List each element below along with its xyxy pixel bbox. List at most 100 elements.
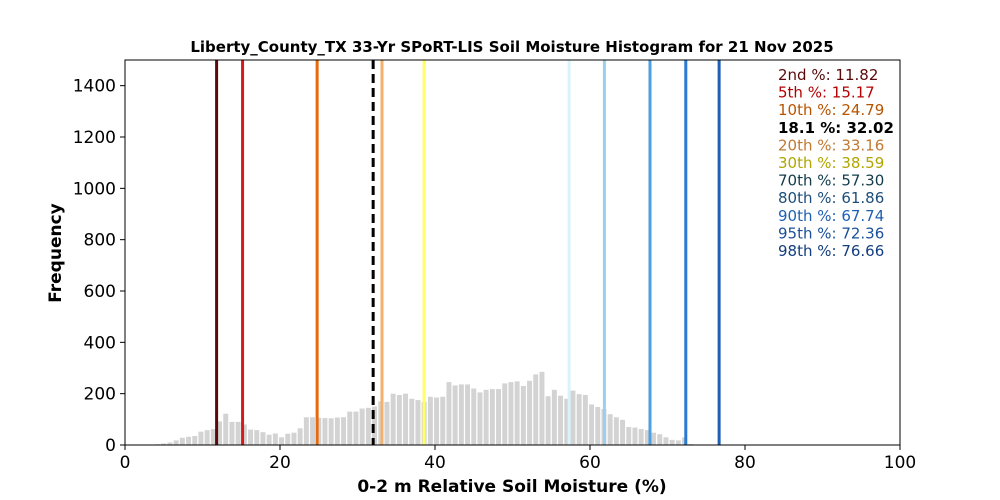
plot-frame [124,59,901,446]
x-tick-label: 100 [884,453,916,473]
histogram-bar [675,440,681,445]
histogram-bar [638,429,644,445]
histogram-bar [539,371,545,445]
histogram-bar [167,442,173,445]
histogram-bar [626,427,632,445]
percentile-lines-layer [215,60,721,445]
x-tick-label: 40 [424,453,446,473]
histogram-bar [657,434,663,445]
legend-entry: 95th %: 72.36 [778,224,884,242]
histogram-bar [365,407,371,445]
x-axis-label: 0-2 m Relative Soil Moisture (%) [357,477,666,497]
histogram-bar [254,430,260,445]
histogram-bar [496,389,502,445]
chart-title: Liberty_County_TX 33-Yr SPoRT-LIS Soil M… [190,38,833,56]
histogram-bar [415,400,421,445]
y-tick-label: 0 [105,436,116,456]
histogram-bar [483,389,489,445]
histogram-bar [272,433,278,445]
histogram-bar [589,404,595,445]
histogram-bar [322,418,328,445]
legend-entry: 90th %: 67.74 [778,207,884,225]
histogram-bar [310,417,316,445]
y-axis-label: Frequency [46,203,66,303]
histogram-bar [384,401,390,445]
histogram-bar [663,437,669,445]
legend-entry: 30th %: 38.59 [778,154,884,172]
histogram-bar [223,413,229,445]
histogram-bar [303,417,309,445]
histogram-bar [353,411,359,445]
histogram-bar [465,384,471,445]
y-tick-label: 600 [84,282,116,302]
histogram-bar [279,437,285,445]
x-tick-label: 80 [734,453,756,473]
histogram-bar [204,430,210,445]
histogram-bar [669,439,675,445]
histogram-bar [446,382,452,445]
histogram-bar [533,374,539,445]
histogram-bar [291,432,297,445]
histogram-bar [651,432,657,445]
histogram-bar [297,428,303,445]
histogram-bar [229,421,235,445]
histogram-bar [440,396,446,445]
histogram-bar [477,392,483,445]
histogram-bar [217,421,223,445]
y-tick-label: 1000 [73,179,116,199]
histogram-bar [576,394,582,445]
histogram-bar [248,429,254,445]
y-tick-label: 400 [84,333,116,353]
histogram-bar [688,443,694,445]
legend-entry: 70th %: 57.30 [778,172,884,190]
legend-entry: 5th %: 15.17 [778,84,875,102]
histogram-bar [260,432,266,445]
histogram-bar [235,421,241,445]
histogram-bar [502,383,508,445]
histogram-bar [192,436,198,445]
legend-entry: 18.1 %: 32.02 [778,119,894,137]
histogram-bar [582,394,588,445]
histogram-bar [359,408,365,445]
histogram-bar [434,397,440,445]
histogram-bar [161,443,167,445]
histogram-bar [210,429,216,445]
histogram-bar [489,389,495,445]
legend-entry: 10th %: 24.79 [778,101,884,119]
bars-layer [155,371,694,445]
histogram-bar [452,385,458,445]
histogram-bar [551,389,557,445]
histogram-bar [403,393,409,445]
histogram-bar [173,440,179,445]
histogram-bar [508,382,514,445]
x-tick-label: 60 [579,453,601,473]
histogram-bar [545,396,551,445]
legend-entry: 2nd %: 11.82 [778,66,878,84]
histogram-bar [458,384,464,445]
y-tick-label: 800 [84,231,116,251]
histogram-bar [409,398,415,445]
histogram-bar [595,407,601,445]
histogram-bar [527,380,533,445]
histogram-bar [241,424,247,445]
histogram-bar [427,396,433,445]
x-tick-label: 0 [120,453,131,473]
histogram-bar [644,430,650,445]
y-axis-ticks: 0 200 400 600 800 1000 1200 1400 [73,77,125,456]
x-tick-label: 20 [269,453,291,473]
legend-entry: 20th %: 33.16 [778,136,884,154]
y-tick-label: 200 [84,385,116,405]
histogram-bar [570,390,576,445]
histogram-bar [471,388,477,445]
histogram-bar [514,381,520,445]
histogram-bar [328,418,334,445]
histogram-bar [186,436,192,445]
y-tick-label: 1400 [73,77,116,97]
histogram-bar [266,434,272,445]
histogram-bar [334,417,340,445]
histogram-bar [558,395,564,445]
histogram-bar [285,433,291,445]
histogram-bar [347,411,353,445]
